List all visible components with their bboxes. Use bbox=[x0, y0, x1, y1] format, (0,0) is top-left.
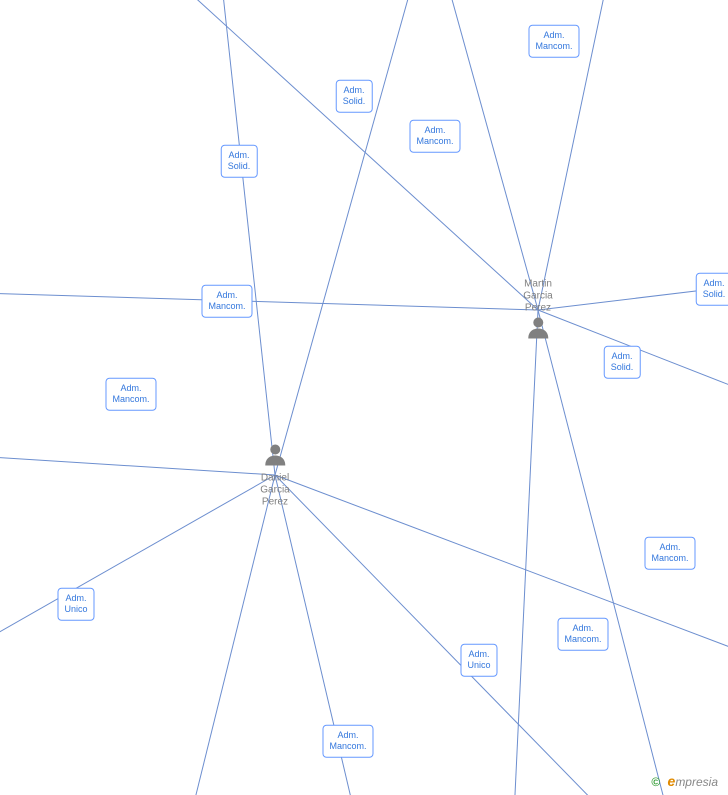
edge-label: Adm. Mancom. bbox=[201, 285, 252, 318]
edge-label: Adm. Mancom. bbox=[528, 25, 579, 58]
person-label: Martin Garcia Perez bbox=[523, 279, 552, 315]
edge bbox=[215, 0, 275, 475]
person-node[interactable]: Daniel Garcia Perez bbox=[260, 442, 289, 509]
edge-label: Adm. Mancom. bbox=[105, 378, 156, 411]
edge-label: Adm. Solid. bbox=[221, 145, 258, 178]
person-node[interactable]: Martin Garcia Perez bbox=[523, 277, 552, 344]
edge bbox=[170, 475, 275, 795]
edge-label: Adm. Unico bbox=[460, 644, 497, 677]
edge bbox=[510, 310, 538, 795]
edge-label: Adm. Solid. bbox=[604, 346, 641, 379]
brand: empresia bbox=[668, 775, 718, 789]
edge bbox=[0, 290, 538, 310]
person-icon-wrap bbox=[263, 442, 287, 471]
edge-label: Adm. Solid. bbox=[336, 80, 373, 113]
edge bbox=[275, 475, 728, 700]
person-icon-wrap bbox=[526, 315, 550, 344]
edge-label: Adm. Mancom. bbox=[409, 120, 460, 153]
edge bbox=[275, 0, 430, 475]
edge-label: Adm. Solid. bbox=[696, 273, 728, 306]
edge-label: Adm. Mancom. bbox=[557, 618, 608, 651]
edge-label: Adm. Mancom. bbox=[322, 725, 373, 758]
person-label: Daniel Garcia Perez bbox=[260, 473, 289, 509]
edge-label: Adm. Unico bbox=[57, 588, 94, 621]
edge-label: Adm. Mancom. bbox=[644, 537, 695, 570]
person-icon bbox=[526, 315, 550, 339]
edge bbox=[110, 0, 538, 310]
edge bbox=[0, 475, 275, 700]
edge bbox=[430, 0, 538, 310]
person-icon bbox=[263, 442, 287, 466]
edge bbox=[0, 450, 275, 475]
attribution: © empresia bbox=[651, 773, 718, 789]
copyright-symbol: © bbox=[651, 775, 660, 789]
